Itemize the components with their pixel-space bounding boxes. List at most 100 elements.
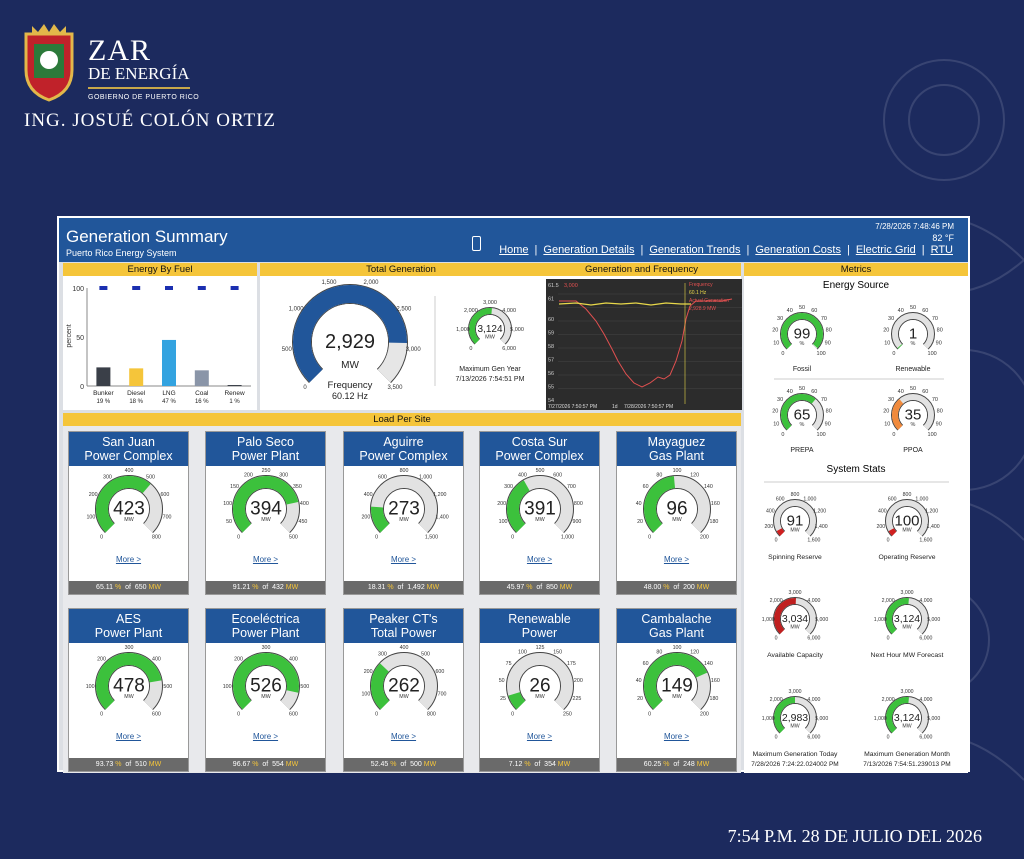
site-gauge-costa-sur-tick: 0 [511, 534, 514, 540]
site-gauge-costa-sur-tick: 400 [518, 472, 527, 478]
site-gauge-aes-tick: 200 [97, 656, 106, 662]
phone-icon[interactable] [472, 236, 481, 251]
metric-renewable-tick: 100 [928, 351, 937, 357]
site-gauge-mayaguez-tick: 160 [711, 501, 720, 507]
more-link[interactable]: More > [252, 555, 279, 564]
site-footer-text: 850 [546, 584, 560, 591]
site-gauge-ecoel-ctrica-fill [233, 653, 299, 710]
stat-maximum-generation-month-tick: 4,000 [919, 697, 932, 703]
site-gauge-renewable-tick: 50 [499, 678, 505, 684]
site-gauge-cambalache-tick: 60 [643, 661, 649, 667]
site-gauge-cambalache-tick: 180 [710, 696, 719, 702]
more-link[interactable]: More > [115, 732, 142, 741]
site-footer-text: 510 [135, 761, 149, 768]
nav-link-generation-costs[interactable]: Generation Costs [755, 244, 841, 256]
fuel-pct: 47 % [162, 399, 176, 405]
metric-renewable-tick: 30 [888, 316, 894, 322]
site-footer: 60.25 % of 248 MW [617, 758, 736, 771]
stat-operating-reserve-tick: 1,400 [927, 524, 940, 530]
site-footer-text: MW [557, 761, 571, 768]
nav-link-electric-grid[interactable]: Electric Grid [855, 244, 916, 256]
site-gauge-costa-sur-tick: 200 [497, 501, 506, 507]
site-gauge-peaker-ct-s-tick: 0 [375, 711, 378, 717]
site-gauge-mayaguez-value: 96 [666, 499, 687, 520]
site-gauge-cambalache-tick: 40 [636, 678, 642, 684]
nav-link-generation-trends[interactable]: Generation Trends [649, 244, 741, 256]
site-gauge-ecoel-ctrica-tick: 400 [289, 656, 298, 662]
nav-link-generation-details[interactable]: Generation Details [543, 244, 635, 256]
site-gauge-aguirre-tick: 400 [364, 492, 373, 498]
government-label: GOBIERNO DE PUERTO RICO [88, 94, 200, 101]
site-gauge-cambalache-tick: 100 [673, 645, 682, 651]
site-footer-text: % [526, 584, 533, 591]
site-title-line: AES [115, 612, 141, 626]
site-title: Peaker CT's Total Power [344, 609, 463, 643]
site-footer: 48.00 % of 200 MW [617, 581, 736, 594]
site-gauge-san-juan-tick: 200 [89, 492, 98, 498]
more-link[interactable]: More > [663, 732, 690, 741]
site-gauge-aes-face [109, 666, 149, 706]
freq-y-tick: 56 [548, 371, 554, 377]
site-title-line: Gas Plant [649, 449, 704, 463]
site-footer-text: 60.25 [643, 761, 664, 768]
site-gauge-costa-sur-tick: 700 [567, 484, 576, 490]
stat-available-capacity-tick: 2,000 [770, 598, 783, 604]
metric-ppoa-tick: 80 [937, 409, 943, 415]
site-gauge-palo-seco-tick: 50 [226, 519, 232, 525]
site-gauge-ecoel-ctrica-face [246, 666, 286, 706]
stat-available-capacity-tick: 5,000 [815, 617, 828, 623]
site-gauge-palo-seco-tick: 300 [279, 472, 288, 478]
site-gauge-cambalache-tick: 80 [656, 649, 662, 655]
stat-maximum-generation-month-face [893, 704, 921, 732]
site-title-line: Ecoeléctrica [231, 612, 300, 626]
site-footer: 18.31 % of 1,492 MW [344, 581, 463, 594]
site-gauge-palo-seco-tick: 350 [293, 484, 302, 490]
more-link[interactable]: More > [663, 555, 690, 564]
nav-separator: | [640, 244, 644, 256]
site-gauge-peaker-ct-s-tick: 800 [427, 711, 436, 717]
site-gauge-cambalache-unit: MW [672, 694, 681, 700]
metric-fossil: 99% 010 20 30 40 50 60 70 80 90 100 [772, 305, 832, 357]
stat-maximum-generation-today-tick: 6,000 [807, 735, 820, 741]
site-title: Palo Seco Power Plant [206, 432, 325, 466]
site-gauge-peaker-ct-s-tick: 700 [438, 691, 447, 697]
fuel-y-tick: 50 [76, 335, 84, 342]
site-gauge-renewable-unit: MW [535, 694, 544, 700]
more-link[interactable]: More > [526, 555, 553, 564]
site-gauge-renewable-tick: 125 [536, 645, 545, 651]
more-link[interactable]: More > [390, 732, 417, 741]
metric-ppoa-tick: 60 [922, 389, 928, 395]
site-gauge-san-juan-unit: MW [124, 517, 133, 523]
more-link[interactable]: More > [526, 732, 553, 741]
site-card-peaker-ct-s: Peaker CT's Total Power 262 MW 0 100 200 300 400… [343, 608, 464, 772]
site-gauge-renewable-tick: 25 [500, 696, 506, 702]
site-gauge-renewable-tick: 175 [567, 661, 576, 667]
nav-link-rtu[interactable]: RTU [930, 244, 953, 256]
gen-frequency-plot: 61.5 61 60 59 58 57 56 55 54 3,000 Frequency 60.1 H… [548, 282, 742, 410]
site-gauge-san-juan-tick: 500 [146, 475, 155, 481]
metric-renewable-tick: 80 [937, 328, 943, 334]
total-gen-unit: MW [341, 360, 359, 371]
stat-spinning-reserve-tick: 0 [775, 538, 778, 544]
nav-link-home[interactable]: Home [499, 244, 529, 256]
more-link[interactable]: More > [390, 555, 417, 564]
max-gen-year-tick: 4,000 [502, 308, 516, 314]
max-gen-year-tick: 1,000 [456, 327, 470, 333]
site-gauge-palo-seco-tick: 250 [262, 468, 271, 474]
more-link[interactable]: More > [252, 732, 279, 741]
site-footer-text: MW [696, 761, 710, 768]
dashboard-title: Generation Summary [66, 227, 228, 246]
site-footer-text: 500 [410, 761, 424, 768]
site-gauge-mayaguez-fill [644, 476, 676, 533]
stat-spinning-reserve-tick: 800 [791, 492, 800, 498]
site-title-line: Power Plant [231, 449, 300, 463]
metric-prepa-tick: 50 [799, 386, 805, 392]
site-title-line: Gas Plant [649, 626, 704, 640]
metric-ppoa-face [899, 401, 927, 429]
more-link[interactable]: More > [115, 555, 142, 564]
site-footer-text: MW [426, 584, 440, 591]
